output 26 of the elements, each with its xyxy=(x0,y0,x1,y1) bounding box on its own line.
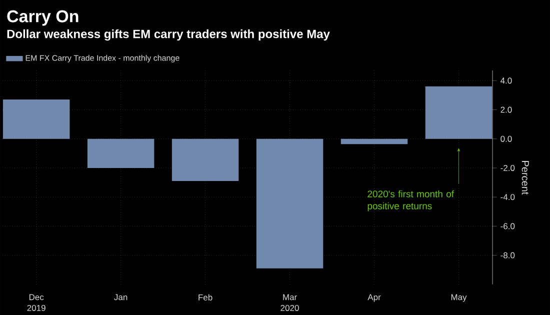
x-tick-label: Jan xyxy=(114,294,128,300)
y-tick-label: 2.0 xyxy=(500,106,512,113)
x-tick-label: Mar xyxy=(283,294,297,300)
bar xyxy=(172,138,239,182)
legend-label: EM FX Carry Trade Index - monthly change xyxy=(26,54,180,62)
bar xyxy=(2,100,70,139)
y-axis-title: Percent xyxy=(522,161,529,195)
y-tick-label: -8.0 xyxy=(500,252,515,258)
x-tick-label: Dec xyxy=(29,294,44,300)
chart-subtitle: Dollar weakness gifts EM carry traders with positive May xyxy=(7,29,330,41)
bar xyxy=(256,138,324,268)
y-tick-label: -2.0 xyxy=(500,164,515,171)
x-tick-label: Apr xyxy=(368,294,381,302)
annotation: 2020's first month of positive returns xyxy=(368,190,454,212)
text: 2019 xyxy=(27,304,46,311)
bar xyxy=(425,86,492,139)
x-tick-label: May xyxy=(451,294,467,302)
y-tick-label: -6.0 xyxy=(500,223,515,230)
chart-title: Carry On xyxy=(7,10,78,26)
y-tick-label: -4.0 xyxy=(500,194,515,200)
y-tick-label: 4.0 xyxy=(500,78,512,84)
text: 2020 xyxy=(280,304,299,311)
bar xyxy=(87,138,154,168)
bar xyxy=(340,138,408,144)
x-tick-label: Feb xyxy=(198,294,212,300)
y-tick-label: 0.0 xyxy=(500,136,512,142)
